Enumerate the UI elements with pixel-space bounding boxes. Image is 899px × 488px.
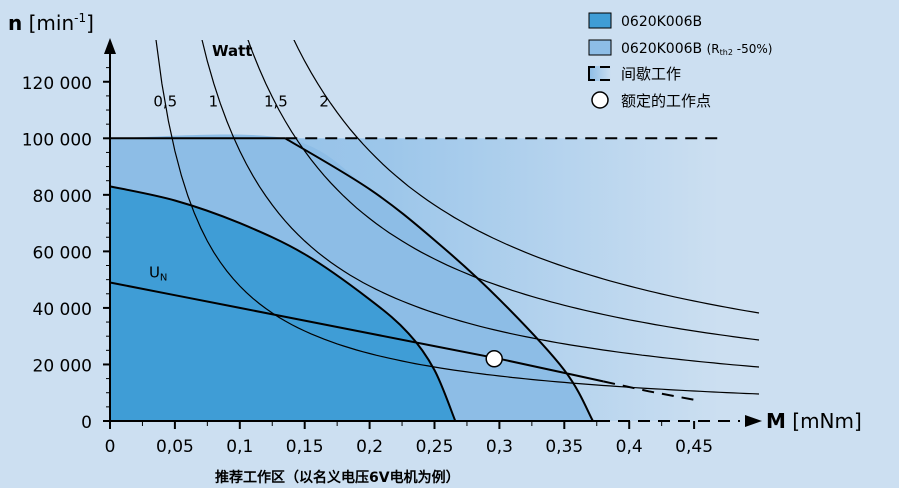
x-tick-label: 0,05 bbox=[156, 437, 194, 457]
extended-boundary-line bbox=[284, 137, 594, 422]
plot-area: UN Watt 0,5 1 1,5 2 bbox=[109, 40, 760, 422]
rated-operating-point bbox=[485, 350, 503, 368]
y-tick-label: 100 000 bbox=[22, 130, 92, 150]
legend-label-continuous: 0620K006B bbox=[621, 14, 702, 30]
x-tick-label: 0,3 bbox=[486, 437, 513, 457]
power-curve-label-1: 0,5 bbox=[153, 92, 177, 110]
x-axis-title: M [mNm] bbox=[766, 409, 862, 433]
power-curves bbox=[155, 40, 760, 395]
y-tick-label: 60 000 bbox=[33, 243, 92, 263]
legend-label-rated-point: 额定的工作点 bbox=[621, 92, 711, 110]
x-tick-label: 0,35 bbox=[545, 437, 583, 457]
power-curve-labels: 0,5 1 1,5 2 bbox=[153, 92, 329, 110]
y-tick-label: 0 bbox=[81, 413, 92, 433]
power-curve-label-3: 1,5 bbox=[264, 92, 288, 110]
legend-swatch-intermittent-border bbox=[588, 66, 595, 81]
continuous-boundary-line bbox=[109, 185, 457, 422]
x-tick-label: 0,45 bbox=[675, 437, 713, 457]
x-tick-label: 0,2 bbox=[356, 437, 383, 457]
un-characteristic-line bbox=[109, 281, 604, 383]
legend: 0620K006B 0620K006B (Rth2 -50%) 间歇工作 额定的… bbox=[588, 12, 772, 110]
legend-swatch-intermittent bbox=[589, 66, 611, 81]
legend-swatch-extended bbox=[588, 39, 612, 56]
y-axis-title: n [min-1] bbox=[8, 11, 94, 35]
y-axis-arrow-icon bbox=[104, 38, 116, 54]
legend-swatch-continuous bbox=[588, 12, 612, 29]
x-tick-label: 0,1 bbox=[226, 437, 253, 457]
x-axis-arrow-icon bbox=[745, 415, 762, 427]
continuous-zone bbox=[110, 186, 456, 421]
legend-label-extended: 0620K006B (Rth2 -50%) bbox=[621, 41, 772, 57]
y-tick-label: 120 000 bbox=[22, 74, 92, 94]
un-series-label: UN bbox=[149, 263, 167, 283]
power-curve-4 bbox=[293, 40, 760, 314]
y-tick-label: 40 000 bbox=[33, 300, 92, 320]
x-tick-label: 0,15 bbox=[286, 437, 324, 457]
power-curve-1 bbox=[155, 40, 760, 395]
watt-title: Watt bbox=[212, 42, 252, 60]
y-tick-label: 20 000 bbox=[33, 356, 92, 376]
x-axis-ticks: 0 0,05 0,1 0,15 0,2 0,25 0,3 0,35 0,4 0,45 bbox=[105, 421, 713, 457]
chart-caption: 推荐工作区（以名义电压6V电机为例） bbox=[215, 469, 460, 486]
un-characteristic-dashed-extension bbox=[602, 380, 695, 401]
legend-label-intermittent: 间歇工作 bbox=[621, 65, 681, 83]
y-tick-label: 80 000 bbox=[33, 187, 92, 207]
power-curve-label-4: 2 bbox=[319, 92, 329, 110]
x-tick-label: 0,4 bbox=[616, 437, 643, 457]
power-curve-2 bbox=[201, 40, 760, 368]
y-axis-ticks: 0 20 000 40 000 60 000 80 000 100 000 120 000 bbox=[22, 67, 110, 433]
x-tick-label: 0 bbox=[105, 437, 116, 457]
x-tick-label: 0,25 bbox=[416, 437, 454, 457]
legend-rated-point-icon bbox=[591, 91, 609, 109]
power-curve-label-2: 1 bbox=[209, 92, 219, 110]
power-curve-3 bbox=[247, 40, 760, 341]
